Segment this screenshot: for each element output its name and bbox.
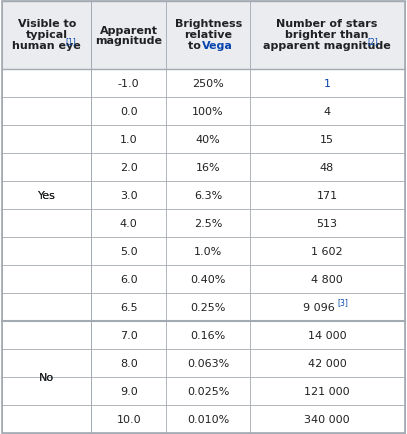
Text: Yes: Yes [38,191,56,201]
Bar [2,98,405,126]
Text: 9.0: 9.0 [120,386,138,396]
Text: 0.0: 0.0 [120,107,138,117]
Text: 40%: 40% [196,135,221,145]
Text: Vega: Vega [202,41,232,51]
Text: [1]: [1] [66,37,77,46]
Text: 1.0: 1.0 [120,135,138,145]
Text: -1.0: -1.0 [118,79,140,89]
Text: 48: 48 [320,163,334,173]
Text: 250%: 250% [192,79,224,89]
Bar [2,2,405,70]
Text: 0.25%: 0.25% [190,302,226,312]
Text: [3]: [3] [337,298,348,307]
Bar [2,321,92,433]
Text: 15: 15 [320,135,334,145]
Text: 10.0: 10.0 [116,414,141,424]
Text: 2.0: 2.0 [120,163,138,173]
Text: 6.3%: 6.3% [194,191,222,201]
Text: 4: 4 [324,107,330,117]
Text: 1 602: 1 602 [311,247,343,256]
Text: to: to [188,41,204,51]
Text: 42 000: 42 000 [308,358,346,368]
Bar [2,377,405,405]
Text: 1: 1 [324,79,330,89]
Text: 4.0: 4.0 [120,218,138,228]
Text: No: No [39,372,54,382]
Text: 171: 171 [317,191,337,201]
Bar [2,293,405,321]
Text: 3.0: 3.0 [120,191,138,201]
Text: Visible to: Visible to [18,19,76,29]
Text: 7.0: 7.0 [120,330,138,340]
Text: 6.0: 6.0 [120,274,138,284]
Text: Yes: Yes [38,191,56,201]
Bar [2,405,405,433]
Text: 9 096: 9 096 [303,302,335,312]
Text: [2]: [2] [367,37,378,46]
Text: 340 000: 340 000 [304,414,350,424]
Text: 14 000: 14 000 [308,330,346,340]
Text: 2.5%: 2.5% [194,218,222,228]
Bar [2,70,92,321]
Text: 0.40%: 0.40% [190,274,226,284]
Bar [2,237,405,265]
Text: apparent magnitude: apparent magnitude [263,41,391,51]
Text: relative: relative [184,30,232,40]
Text: brighter than: brighter than [285,30,369,40]
Text: 0.010%: 0.010% [187,414,229,424]
Bar [2,349,405,377]
Text: Brightness: Brightness [175,19,242,29]
Text: 0.063%: 0.063% [187,358,229,368]
Text: 1.0%: 1.0% [194,247,222,256]
Text: human eye: human eye [12,41,81,51]
Text: 4 800: 4 800 [311,274,343,284]
Bar [2,181,405,210]
Bar [2,154,405,181]
Bar [2,126,405,154]
Text: Apparent: Apparent [100,26,158,36]
Text: 121 000: 121 000 [304,386,350,396]
Bar [2,70,90,321]
Bar [2,70,405,98]
Text: No: No [39,372,54,382]
Text: magnitude: magnitude [95,36,162,46]
Text: typical: typical [26,30,68,40]
Bar [2,322,90,433]
Text: 0.16%: 0.16% [190,330,226,340]
Text: 5.0: 5.0 [120,247,138,256]
Text: Number of stars: Number of stars [276,19,378,29]
Bar [2,321,405,349]
Bar [2,265,405,293]
Text: 6.5: 6.5 [120,302,138,312]
Text: 100%: 100% [193,107,224,117]
Bar [2,210,405,237]
Text: 8.0: 8.0 [120,358,138,368]
Text: 16%: 16% [196,163,221,173]
Text: 513: 513 [317,218,337,228]
Text: 0.025%: 0.025% [187,386,229,396]
